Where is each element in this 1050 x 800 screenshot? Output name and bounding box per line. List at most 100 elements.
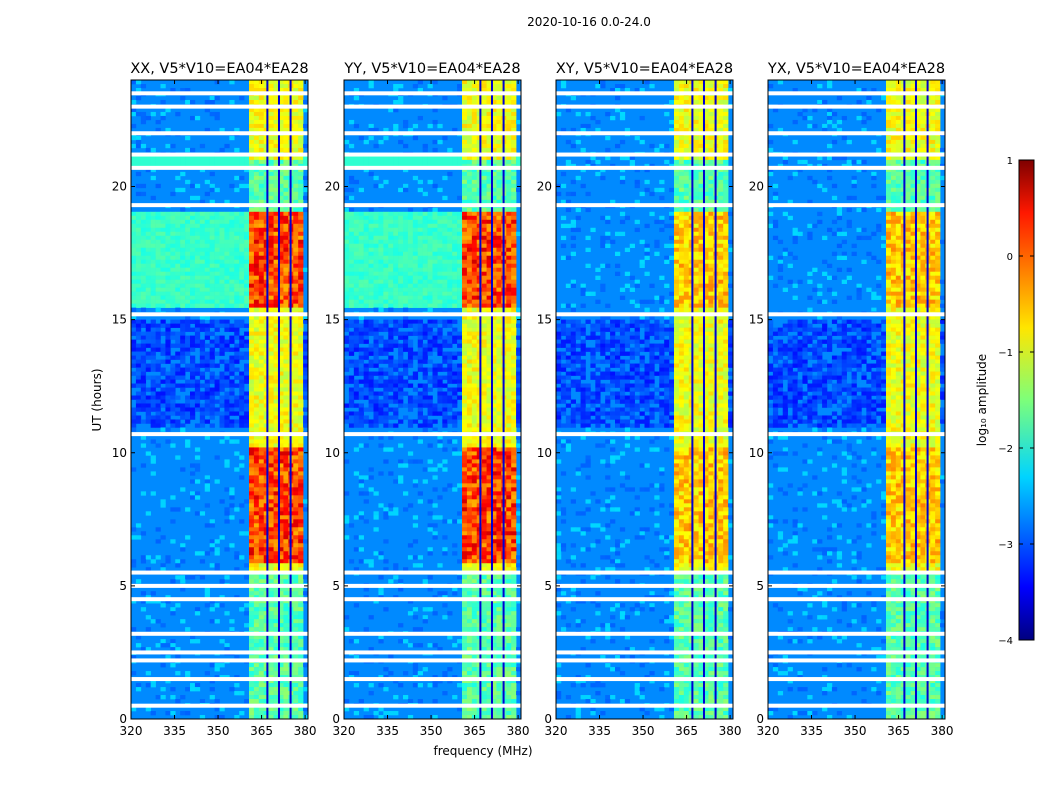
x-tick-label: 365 [887, 724, 910, 738]
axes-frame [767, 79, 946, 720]
y-tick-label: 5 [332, 579, 340, 593]
flag-stripe [344, 597, 521, 602]
y-tick-label: 0 [332, 712, 340, 726]
x-tick-label: 380 [507, 724, 530, 738]
flag-stripe [556, 165, 733, 170]
flag-stripe [131, 432, 308, 437]
flag-stripe [344, 631, 521, 636]
y-tick-label: 10 [537, 446, 552, 460]
x-axis-label: frequency (MHz) [433, 744, 532, 758]
y-tick-label: 0 [756, 712, 764, 726]
x-tick-label: 365 [463, 724, 486, 738]
spectrogram-image [344, 80, 521, 719]
x-tick-label: 380 [294, 724, 317, 738]
flag-stripe [768, 677, 945, 682]
spectrogram-image [768, 80, 945, 719]
flag-stripe [556, 677, 733, 682]
panel-yx: YX, V5*V10=EA04*EA28 320 335 350 365 380 0 5 10 1… [749, 61, 954, 738]
flag-stripe [768, 703, 945, 708]
x-tick-label: 365 [250, 724, 273, 738]
colorbar-tick-label: 1 [1007, 156, 1013, 167]
flag-stripe [556, 131, 733, 136]
flag-stripe [131, 631, 308, 636]
x-tick-label: 320 [333, 724, 356, 738]
y-tick-label: 20 [537, 180, 552, 194]
panel-yy: YY, V5*V10=EA04*EA28 320 335 350 365 380 0 5 10 1… [325, 61, 530, 738]
flag-stripe [131, 570, 308, 575]
x-tick-label: 365 [675, 724, 698, 738]
x-tick-label: 335 [163, 724, 186, 738]
x-tick-label: 335 [588, 724, 611, 738]
flag-stripe [131, 165, 308, 170]
x-tick-label: 350 [632, 724, 655, 738]
panel-title: YY, V5*V10=EA04*EA28 [343, 61, 520, 77]
flag-stripe [556, 203, 733, 208]
flag-stripe [556, 658, 733, 663]
flag-stripe [131, 650, 308, 655]
axes-frame [343, 79, 522, 720]
x-tick-label: 350 [207, 724, 230, 738]
flag-stripe [556, 583, 733, 588]
flag-stripe [768, 203, 945, 208]
flag-stripe [131, 131, 308, 136]
y-tick-label: 15 [112, 313, 127, 327]
colorbar: 1 0 −1 −2 −3 −4 log₁₀ amplitude [975, 156, 1035, 647]
flag-stripe [131, 597, 308, 602]
flag-stripe [131, 583, 308, 588]
x-tick-label: 320 [120, 724, 143, 738]
y-tick-label: 20 [112, 180, 127, 194]
flag-stripe [344, 104, 521, 109]
flag-stripe [768, 631, 945, 636]
colorbar-tick-label: −1 [998, 348, 1013, 359]
panel-xy: XY, V5*V10=EA04*EA28 320 335 350 365 380 0 5 10 1… [537, 61, 742, 738]
y-tick-label: 10 [325, 446, 340, 460]
flag-stripe [768, 312, 945, 317]
flag-stripe [556, 570, 733, 575]
flag-stripe [344, 650, 521, 655]
y-axis-label: UT (hours) [90, 368, 104, 431]
flag-stripe [556, 432, 733, 437]
flag-stripe [556, 631, 733, 636]
y-tick-label: 20 [749, 180, 764, 194]
y-tick-label: 15 [749, 313, 764, 327]
flag-stripe [131, 658, 308, 663]
colorbar-gradient [1018, 159, 1035, 641]
flag-stripe [131, 677, 308, 682]
flag-stripe [131, 104, 308, 109]
flag-stripe [768, 650, 945, 655]
flag-stripe [344, 570, 521, 575]
flag-stripe [344, 165, 521, 170]
flag-stripe [768, 583, 945, 588]
flag-stripe [556, 703, 733, 708]
flag-stripe [344, 583, 521, 588]
flag-stripe [344, 131, 521, 136]
axes-frame [555, 79, 734, 720]
flag-stripe [131, 91, 308, 96]
x-tick-label: 320 [545, 724, 568, 738]
colorbar-tick-label: −2 [998, 444, 1013, 455]
flag-stripe [556, 312, 733, 317]
flag-stripe [768, 91, 945, 96]
flag-stripe [344, 703, 521, 708]
flag-stripe [344, 203, 521, 208]
flag-stripe [768, 597, 945, 602]
flag-stripe [344, 152, 521, 157]
axes-frame [130, 79, 309, 720]
colorbar-tick-label: 0 [1007, 252, 1013, 263]
flag-stripe [131, 203, 308, 208]
y-tick-label: 10 [112, 446, 127, 460]
y-tick-label: 5 [544, 579, 552, 593]
flag-stripe [768, 131, 945, 136]
flag-stripe [768, 570, 945, 575]
flag-stripe [344, 91, 521, 96]
x-tick-label: 350 [844, 724, 867, 738]
panel-xx: XX, V5*V10=EA04*EA28 320 335 350 365 380 0 5 10 1… [112, 61, 317, 738]
x-tick-label: 335 [800, 724, 823, 738]
flag-stripe [556, 91, 733, 96]
panel-title: XX, V5*V10=EA04*EA28 [130, 61, 308, 77]
y-tick-label: 5 [756, 579, 764, 593]
flag-stripe [556, 650, 733, 655]
flag-stripe [768, 104, 945, 109]
panel-title: YX, V5*V10=EA04*EA28 [767, 61, 945, 77]
